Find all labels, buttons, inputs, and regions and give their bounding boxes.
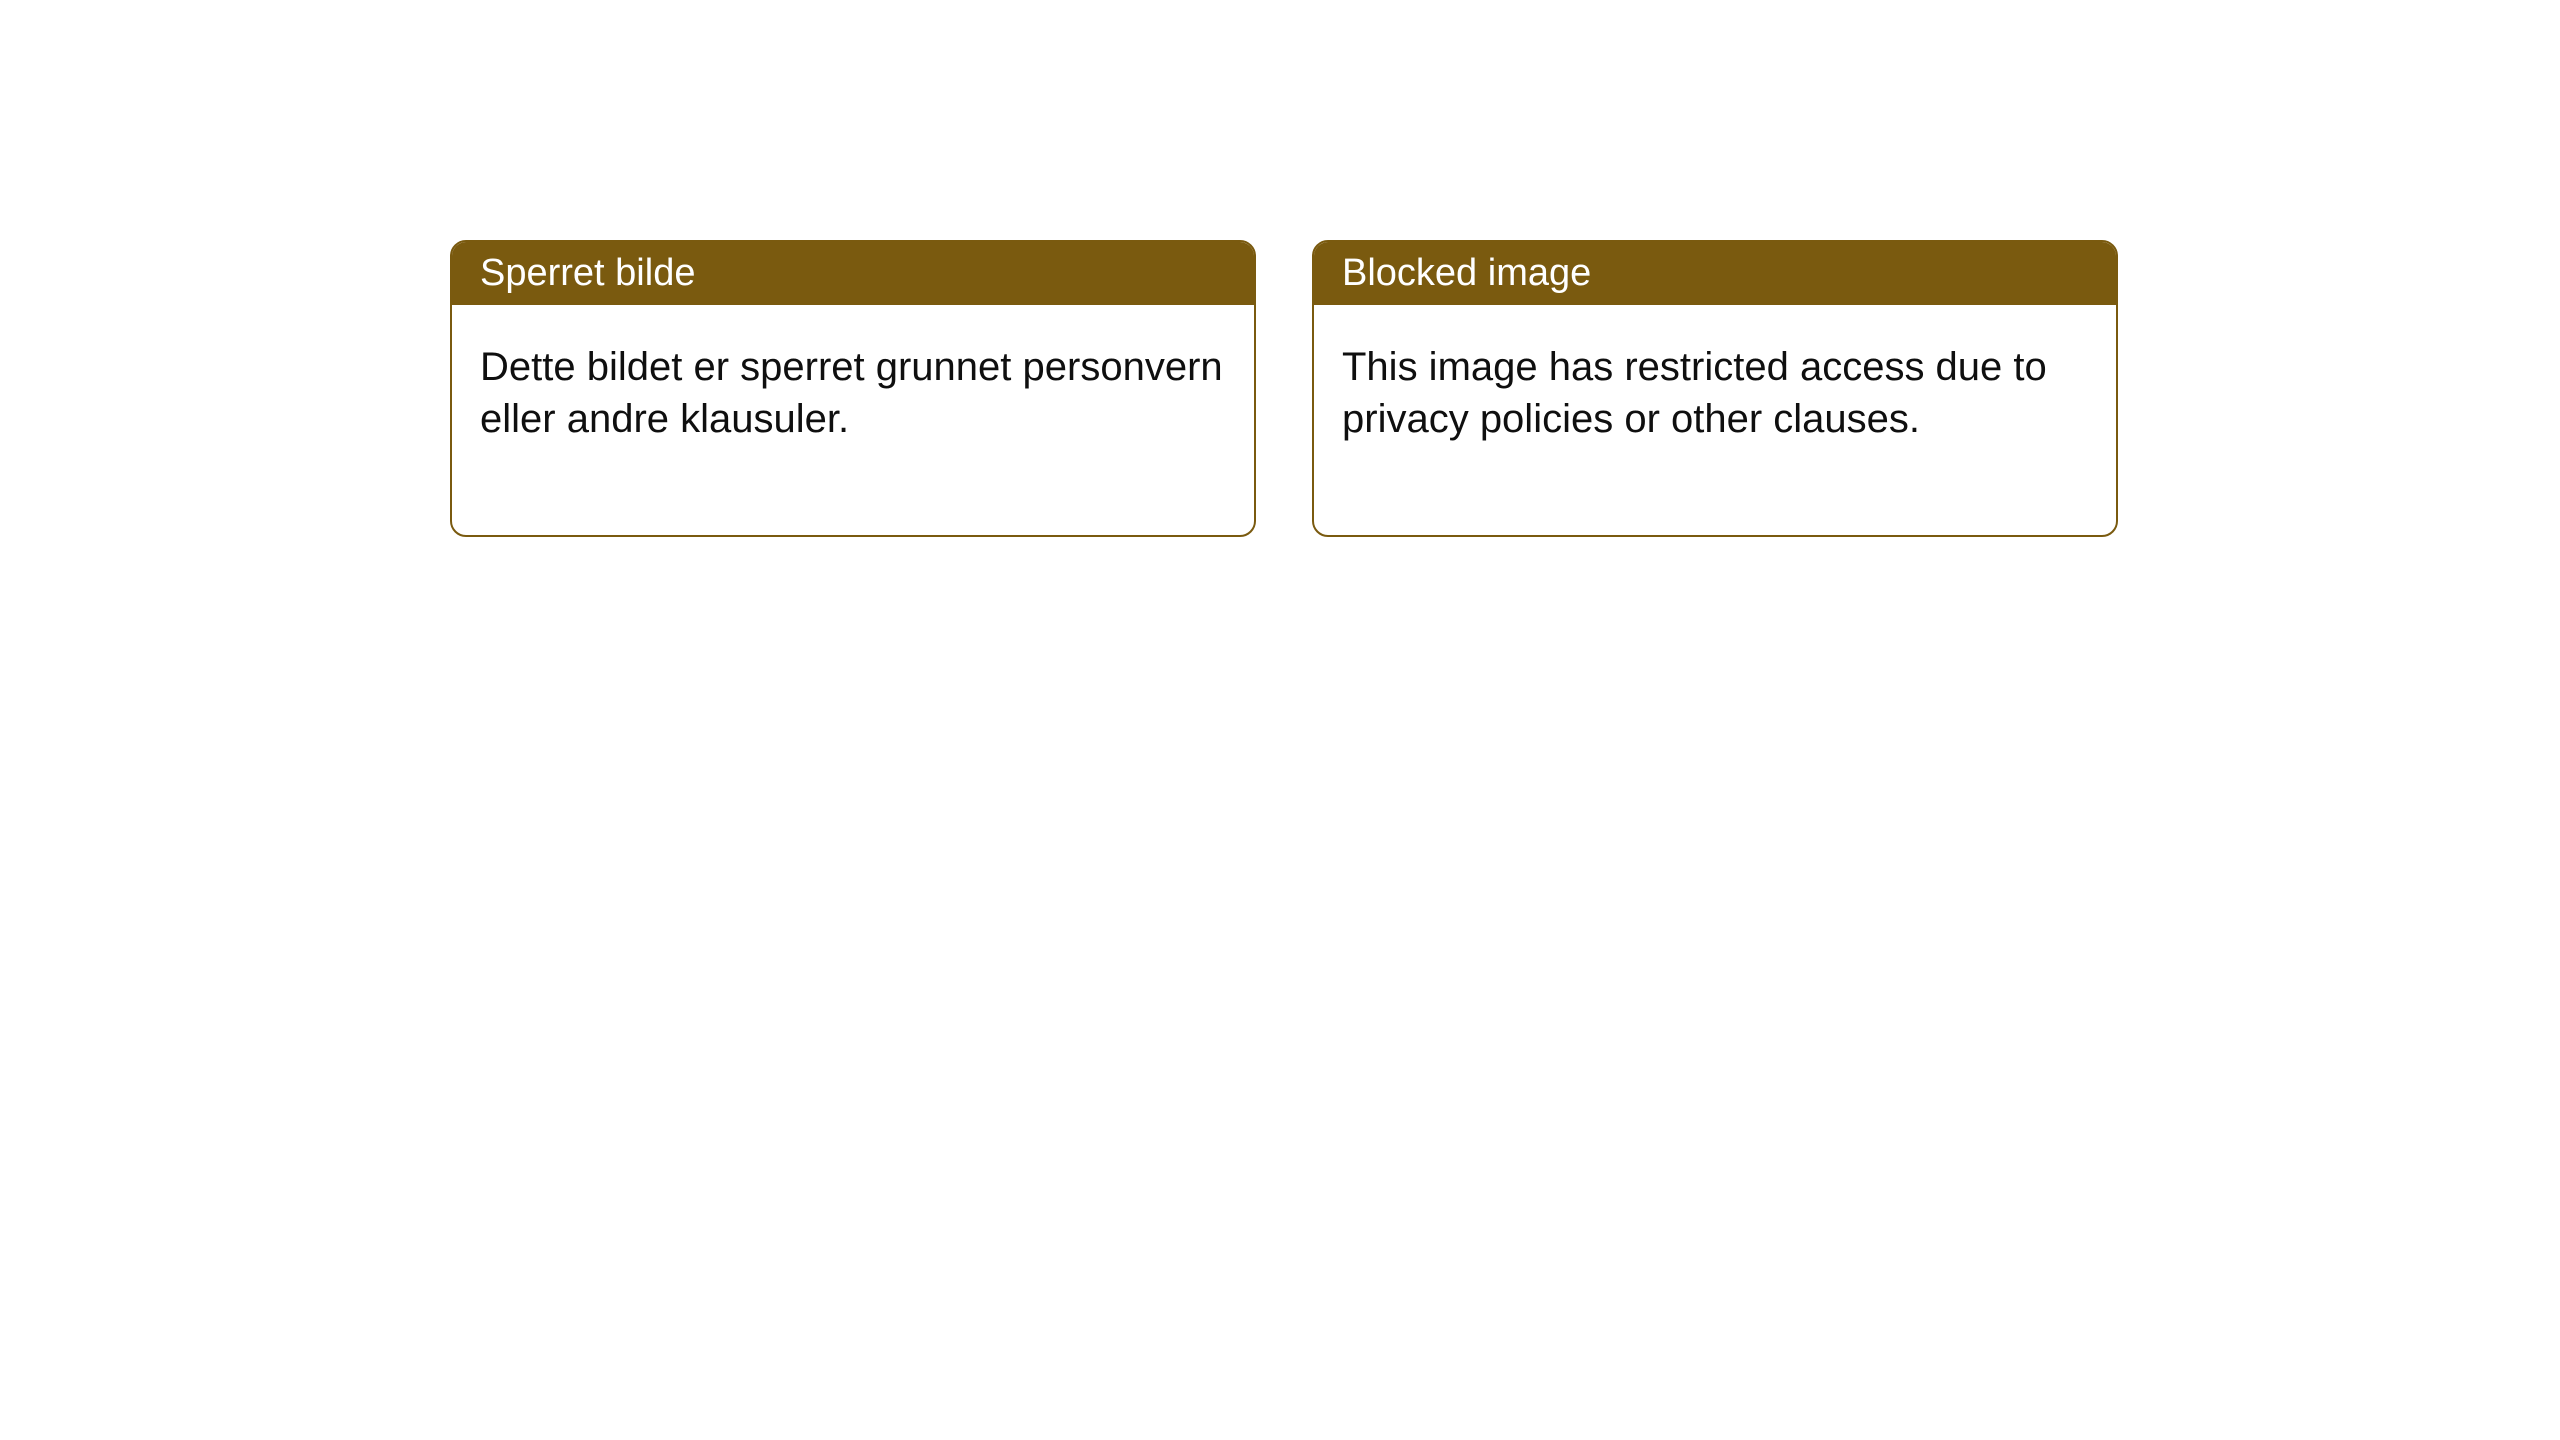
notice-body-no: Dette bildet er sperret grunnet personve… [452,305,1254,535]
notice-body-en: This image has restricted access due to … [1314,305,2116,535]
notice-card-no: Sperret bilde Dette bildet er sperret gr… [450,240,1256,537]
notice-container: Sperret bilde Dette bildet er sperret gr… [0,0,2560,537]
notice-title-en: Blocked image [1314,242,2116,305]
notice-title-no: Sperret bilde [452,242,1254,305]
notice-card-en: Blocked image This image has restricted … [1312,240,2118,537]
